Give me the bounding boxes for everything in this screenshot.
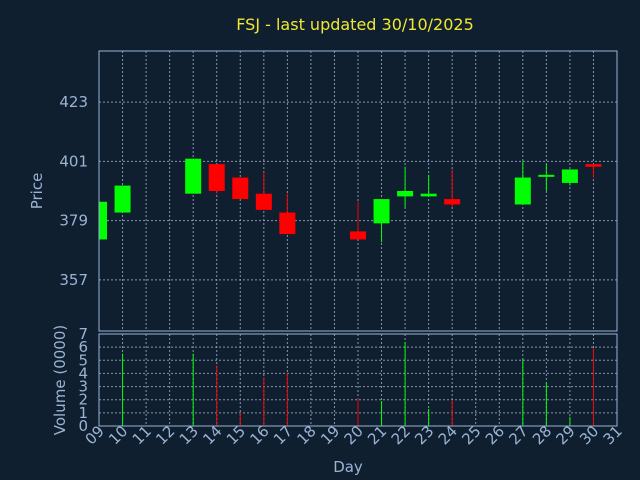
candle-body bbox=[208, 164, 225, 191]
candle bbox=[255, 172, 272, 210]
candle bbox=[208, 164, 225, 194]
volume-panel-frame bbox=[98, 333, 618, 427]
x-axis-label: Day bbox=[333, 458, 363, 476]
candle-body bbox=[561, 169, 578, 183]
candle-body bbox=[279, 212, 296, 235]
volume-axis-label: Volume (0000) bbox=[51, 325, 69, 435]
candle-body bbox=[255, 193, 272, 210]
price-tick-label: 423 bbox=[59, 93, 88, 111]
volume-tick-label: 6 bbox=[78, 338, 88, 356]
candle bbox=[585, 164, 602, 178]
price-panel: 357 379 401 423 bbox=[59, 50, 618, 332]
candle-body bbox=[444, 199, 461, 205]
candle bbox=[232, 177, 249, 200]
candle-body bbox=[99, 201, 107, 240]
candle-body bbox=[185, 158, 202, 194]
volume-tick-label: 5 bbox=[78, 351, 88, 369]
candle-body bbox=[514, 177, 531, 205]
candle-body bbox=[373, 199, 390, 224]
price-axis-label: Price bbox=[28, 173, 46, 210]
candle bbox=[279, 193, 296, 235]
candle bbox=[538, 164, 555, 191]
candle bbox=[444, 169, 461, 208]
candle bbox=[114, 185, 131, 213]
candle bbox=[561, 169, 578, 186]
volume-tick-label: 7 bbox=[78, 325, 88, 343]
price-panel-frame bbox=[98, 50, 618, 332]
candle-body bbox=[232, 177, 249, 200]
price-tick-label: 401 bbox=[59, 152, 88, 170]
volume-tick-label: 0 bbox=[78, 417, 88, 435]
chart-title: FSJ - last updated 30/10/2025 bbox=[236, 15, 474, 34]
candle bbox=[350, 201, 366, 240]
candle-body bbox=[538, 174, 555, 177]
candle-body bbox=[420, 193, 437, 197]
candle bbox=[420, 174, 437, 197]
candle bbox=[397, 166, 414, 208]
candle-body bbox=[397, 191, 414, 197]
candle bbox=[98, 201, 107, 240]
volume-tick-label: 1 bbox=[78, 404, 88, 422]
candle bbox=[373, 199, 390, 243]
candle bbox=[514, 161, 531, 205]
candle-body bbox=[350, 231, 366, 240]
volume-tick-label: 4 bbox=[78, 364, 88, 382]
candle-body bbox=[114, 185, 131, 213]
volume-tick-label: 2 bbox=[78, 391, 88, 409]
price-tick-label: 357 bbox=[59, 271, 88, 289]
candle-body bbox=[585, 164, 602, 167]
price-tick-label: 379 bbox=[59, 212, 88, 230]
volume-tick-label: 3 bbox=[78, 378, 88, 396]
candle bbox=[185, 158, 202, 194]
